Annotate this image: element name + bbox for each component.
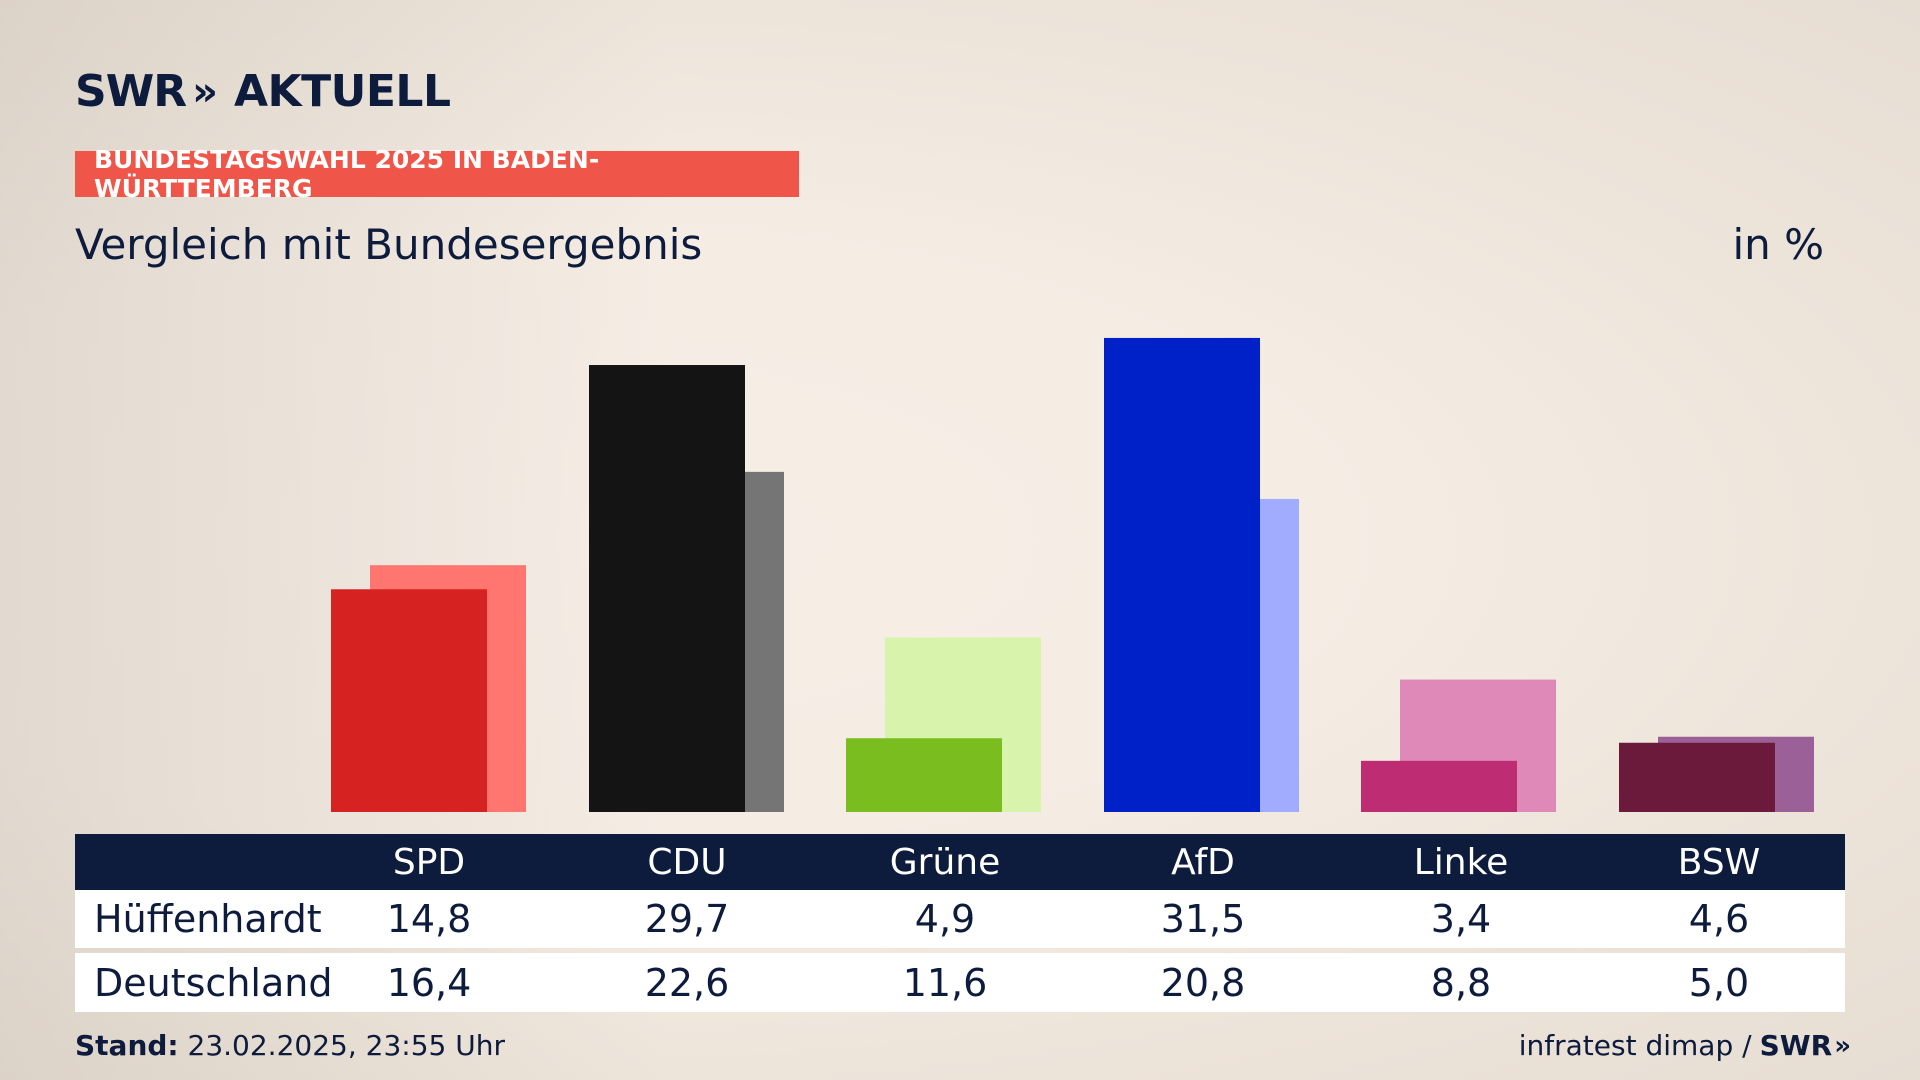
bar-hueffenhardt-2 [846, 738, 1002, 812]
bar-hueffenhardt-3 [1104, 337, 1260, 812]
column-header-4: Linke [1413, 841, 1509, 883]
swr-mini-chevron-icon: » [1834, 1030, 1851, 1061]
table-cell: 22,6 [644, 960, 730, 1005]
timestamp: Stand: 23.02.2025, 23:55 Uhr [75, 1029, 505, 1062]
source-text: infratest dimap / [1518, 1029, 1752, 1062]
table-cell: 4,6 [1688, 897, 1750, 941]
table-header: SPD CDU Grüne AfD Linke BSW [75, 834, 1845, 890]
stand-value: 23.02.2025, 23:55 Uhr [178, 1029, 505, 1062]
table-cell: 20,8 [1160, 960, 1246, 1005]
column-header-5: BSW [1677, 841, 1761, 883]
source-credit: infratest dimap / SWR » [1518, 1029, 1851, 1062]
column-header-1: CDU [647, 841, 727, 883]
bar-hueffenhardt-0 [331, 589, 487, 812]
bar-hueffenhardt-1 [589, 365, 745, 812]
table-cell: 29,7 [644, 897, 730, 941]
election-banner: BUNDESTAGSWAHL 2025 IN BADEN-WÜRTTEMBERG [75, 145, 799, 203]
bar-hueffenhardt-4 [1361, 760, 1517, 812]
table-cell: 3,4 [1430, 897, 1492, 941]
table-cell: 31,5 [1160, 897, 1246, 941]
table-cell: 14,8 [386, 897, 472, 941]
bar-hueffenhardt-5 [1619, 742, 1775, 812]
swr-aktuell-logo: SWR » AKTUELL [75, 66, 451, 117]
row-label: Hüffenhardt [94, 897, 322, 941]
column-header-3: AfD [1171, 841, 1235, 883]
table-cell: 11,6 [902, 960, 988, 1005]
table-cell: 8,8 [1430, 960, 1492, 1005]
swr-mini-logo: SWR [1759, 1029, 1833, 1062]
table-cell: 5,0 [1688, 960, 1750, 1005]
chart-subtitle: Vergleich mit Bundesergebnis [75, 220, 703, 269]
row-label: Deutschland [94, 960, 333, 1005]
table-cell: 16,4 [386, 960, 472, 1005]
results-table: SPD CDU Grüne AfD Linke BSW Hüffenhardt 14,8 2… [75, 834, 1845, 1012]
logo-swr-text: SWR [75, 66, 187, 117]
column-header-2: Grüne [889, 841, 1001, 883]
unit-label: in % [1732, 220, 1824, 269]
table-row-hueffenhardt: Hüffenhardt 14,8 29,7 4,9 31,5 3,4 4,6 [75, 890, 1845, 948]
column-header-0: SPD [392, 841, 466, 883]
logo-aktuell-text: AKTUELL [233, 66, 451, 117]
table-row-deutschland: Deutschland 16,4 22,6 11,6 20,8 8,8 5,0 [75, 953, 1845, 1012]
stand-label: Stand: [75, 1029, 179, 1062]
table-cell: 4,9 [914, 897, 976, 941]
